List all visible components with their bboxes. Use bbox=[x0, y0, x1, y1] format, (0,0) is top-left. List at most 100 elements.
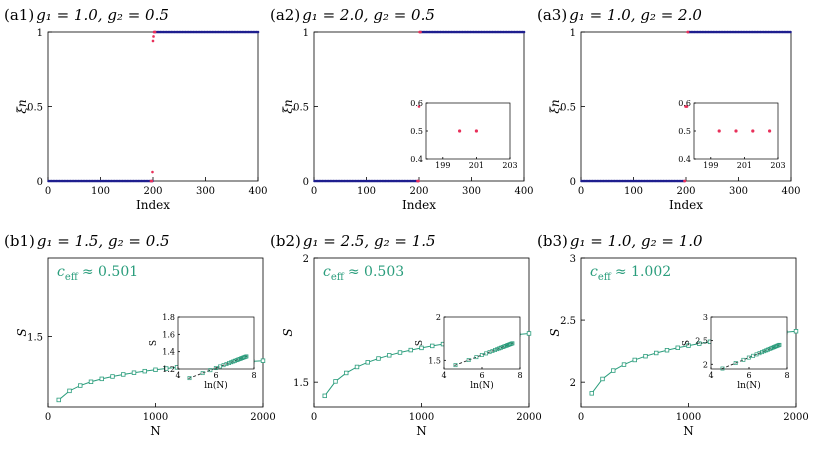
data-point-edge bbox=[686, 30, 690, 34]
inset-a2-xtick-label: 199 bbox=[435, 161, 450, 170]
panel-a1: (a1) g₁ = 1.0, g₂ = 0.5 0 100 200 300 400 0 0.5 1… bbox=[4, 6, 268, 212]
inset-a3-xtick-label: 199 bbox=[703, 161, 718, 170]
inset-data-marker bbox=[733, 361, 738, 366]
inset-data-marker bbox=[757, 351, 762, 356]
data-marker bbox=[142, 368, 147, 374]
panel-a3: (a3) g₁ = 1.0, g₂ = 2.00 100 200 300 40000.51… bbox=[537, 6, 801, 212]
inset-frame bbox=[443, 316, 521, 370]
data-point-edge bbox=[152, 35, 155, 38]
panel-a2-xtick-label: 100 bbox=[357, 186, 376, 197]
data-marker bbox=[56, 397, 61, 403]
data-point-edge bbox=[150, 179, 154, 183]
x-axis-label: N bbox=[416, 424, 427, 438]
data-marker bbox=[376, 356, 381, 361]
inset-data-marker bbox=[243, 354, 248, 359]
panel-a1-xtick-label: 300 bbox=[196, 186, 215, 197]
panel-title: (a1) g₁ = 1.0, g₂ = 0.5 bbox=[4, 6, 169, 24]
inset-b3-xtick-label: 6 bbox=[746, 371, 751, 380]
inset-y-label: S bbox=[149, 340, 159, 346]
inset-data-marker bbox=[200, 371, 205, 376]
inset-frame bbox=[710, 316, 788, 370]
panel-params: g₁ = 1.0, g₂ = 0.5 bbox=[36, 6, 169, 24]
inset-data-marker bbox=[227, 361, 231, 366]
inset-b1-ytick-label: 1.2 bbox=[162, 365, 175, 374]
data-point-edge bbox=[417, 179, 420, 183]
inset-a3-xtick-label: 203 bbox=[770, 161, 785, 170]
y-axis-label: ξn bbox=[15, 99, 29, 113]
y-axis-label: S bbox=[15, 328, 29, 336]
data-point-edge bbox=[685, 105, 689, 108]
panel-a1-frame bbox=[47, 31, 259, 182]
inset-data-marker bbox=[495, 347, 500, 352]
data-point-upper bbox=[522, 30, 526, 34]
inset-a2-ytick-label: 0.5 bbox=[410, 127, 423, 136]
data-marker bbox=[354, 364, 360, 370]
panel-a1-ytick-label: 0 bbox=[37, 177, 43, 188]
ceff-subscript: eff bbox=[598, 272, 612, 283]
inset-data-marker bbox=[777, 342, 782, 347]
panel-b3-ytick-label: 2.5 bbox=[560, 316, 576, 327]
data-marker bbox=[131, 370, 137, 375]
panel-title: (b1) g₁ = 1.5, g₂ = 0.5 bbox=[4, 232, 170, 250]
panel-label: (b2) bbox=[270, 232, 301, 250]
inset-b1-ytick-label: 1.8 bbox=[162, 313, 175, 322]
inset-y-label: S bbox=[682, 340, 692, 346]
data-point-edge bbox=[419, 30, 422, 34]
inset-b3-xtick-label: 4 bbox=[708, 371, 713, 380]
panel-a1-ytick-label: 1 bbox=[37, 28, 43, 39]
data-marker bbox=[697, 341, 702, 346]
data-marker bbox=[260, 358, 266, 363]
panel-a3-xtick-label: 300 bbox=[729, 186, 748, 197]
inset-y-label: S bbox=[415, 340, 425, 346]
panel-label: (a2) bbox=[270, 6, 300, 24]
inset-data-marker bbox=[242, 355, 247, 360]
panel-a3-xtick-label: 400 bbox=[781, 186, 800, 197]
data-marker bbox=[654, 350, 659, 356]
data-marker bbox=[589, 391, 594, 396]
y-axis-label: S bbox=[281, 328, 295, 336]
inset-b2-ytick-label: 1.5 bbox=[428, 356, 441, 365]
panel-a3-ytick-label: 0.5 bbox=[560, 103, 576, 114]
y-axis-label: ξn bbox=[548, 99, 562, 113]
panel-a3-xtick-label: 200 bbox=[676, 186, 695, 197]
data-marker bbox=[686, 343, 691, 348]
panel-a2-ytick-label: 1 bbox=[303, 28, 309, 39]
inset-data-marker bbox=[776, 343, 781, 348]
data-marker bbox=[793, 329, 799, 334]
panel-b3-xtick-label: 0 bbox=[578, 412, 584, 423]
inset-data-marker bbox=[746, 355, 751, 360]
panel-b1-xtick-label: 1000 bbox=[143, 412, 168, 423]
inset-b2-xtick-label: 4 bbox=[441, 371, 446, 380]
panel-a1-xtick-label: 100 bbox=[91, 186, 110, 197]
panel-b2-ytick-label: 1.5 bbox=[293, 378, 309, 389]
panel-a2-xtick-label: 300 bbox=[462, 186, 481, 197]
panel-title: (a2) g₁ = 2.0, g₂ = 0.5 bbox=[270, 6, 435, 24]
inset-fit-line bbox=[721, 344, 781, 370]
data-marker bbox=[121, 372, 126, 377]
inset-a2: 199 201 203 0.4 0.5 0.6 bbox=[410, 99, 517, 170]
inset-data-point bbox=[717, 129, 721, 133]
panel-a3-ytick-label: 1 bbox=[570, 28, 576, 39]
ceff-annotation: ceff ≈ 0.501 bbox=[57, 264, 138, 283]
inset-data-marker bbox=[490, 349, 495, 353]
data-marker bbox=[88, 379, 94, 384]
inset-a2-xtick-label: 203 bbox=[502, 161, 517, 170]
data-point-edge bbox=[417, 105, 421, 108]
data-point-upper bbox=[256, 30, 260, 34]
inset-a3-ytick-label: 0.6 bbox=[678, 99, 691, 108]
panel-a1-xtick-label: 200 bbox=[143, 186, 162, 197]
data-point-edge bbox=[151, 170, 154, 174]
ceff-value: ≈ 1.002 bbox=[615, 264, 671, 280]
panel-label: (a3) bbox=[537, 6, 567, 24]
x-axis-label: Index bbox=[669, 198, 703, 212]
inset-data-marker bbox=[224, 362, 229, 366]
panel-b2-xtick-label: 1000 bbox=[409, 412, 434, 423]
ceff-subscript: eff bbox=[331, 272, 345, 283]
panel-a2-ytick-label: 0.5 bbox=[293, 103, 309, 114]
panel-title: (b2) g₁ = 2.5, g₂ = 1.5 bbox=[270, 232, 436, 250]
inset-b1-xtick-label: 8 bbox=[251, 371, 256, 380]
panel-a3-ytick-label: 0 bbox=[570, 177, 576, 188]
inset-a2-xtick-label: 201 bbox=[469, 161, 484, 170]
inset-data-marker bbox=[213, 366, 218, 371]
panel-a1-xtick-label: 0 bbox=[45, 186, 51, 197]
